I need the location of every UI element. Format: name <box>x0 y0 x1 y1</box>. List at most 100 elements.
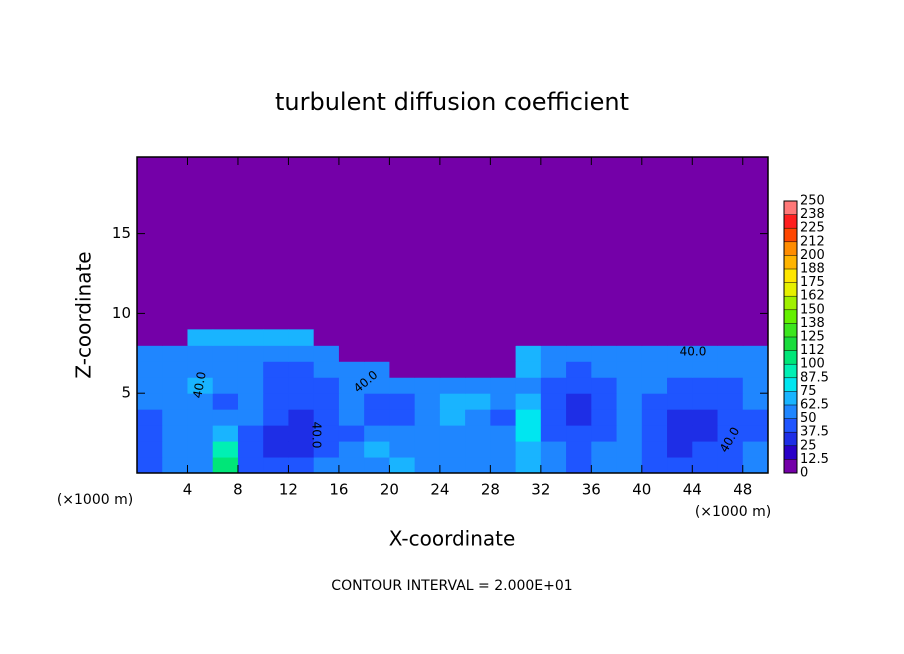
cell <box>439 361 466 378</box>
colorbar-label: 250 <box>800 194 825 209</box>
cell <box>515 425 542 442</box>
cell <box>591 425 618 442</box>
cell <box>591 457 618 474</box>
cell <box>212 361 239 378</box>
cell <box>263 409 289 426</box>
cell <box>389 345 416 362</box>
cell <box>288 345 315 362</box>
cell <box>616 361 643 378</box>
cell <box>439 345 466 362</box>
colorbar-label: 162 <box>800 289 825 304</box>
colorbar-label: 125 <box>800 330 825 345</box>
cell <box>162 361 188 378</box>
cell <box>641 345 668 362</box>
cell <box>364 329 390 346</box>
cell <box>137 409 163 426</box>
cell <box>490 345 517 362</box>
cell <box>389 457 416 474</box>
colorbar-label: 37.5 <box>800 425 829 440</box>
cell <box>263 377 289 394</box>
cell <box>742 329 769 346</box>
cell <box>616 457 643 474</box>
cell <box>616 425 643 442</box>
cell <box>465 425 491 442</box>
cell <box>515 345 542 362</box>
cell <box>490 393 517 410</box>
cell <box>439 329 466 346</box>
cell <box>162 425 188 442</box>
colorbar-band <box>784 364 797 378</box>
colorbar-band <box>784 282 797 297</box>
colorbar-label: 150 <box>800 302 825 317</box>
cell <box>313 457 340 474</box>
cell <box>667 393 693 410</box>
cell <box>288 361 315 378</box>
cell <box>364 409 390 426</box>
cell <box>237 409 264 426</box>
cell <box>389 409 416 426</box>
cell <box>187 329 214 346</box>
cell <box>667 425 693 442</box>
cell <box>263 441 289 458</box>
cell <box>338 361 365 378</box>
cell <box>439 425 466 442</box>
x-unit: (×1000 m) <box>695 504 771 520</box>
cell <box>717 329 744 346</box>
cell <box>338 345 365 362</box>
cell <box>313 329 340 346</box>
cell <box>187 457 214 474</box>
cell <box>742 345 769 362</box>
cell <box>742 393 769 410</box>
cell <box>414 457 441 474</box>
cell <box>162 329 188 346</box>
cell <box>389 361 416 378</box>
cell <box>490 361 517 378</box>
cell <box>465 409 491 426</box>
cell <box>313 425 340 442</box>
colorbar-band <box>784 391 797 405</box>
y-axis-label: Z-coordinate <box>72 251 96 378</box>
cell <box>540 361 567 378</box>
cell <box>641 393 668 410</box>
colorbar-label: 50 <box>800 411 817 426</box>
cell <box>162 441 188 458</box>
x-tick-label: 16 <box>329 481 348 499</box>
cell <box>414 361 441 378</box>
cell <box>515 457 542 474</box>
cell <box>313 377 340 394</box>
colorbar-band <box>784 255 797 269</box>
cell <box>263 345 289 362</box>
cell <box>591 361 618 378</box>
plot-frame <box>136 156 769 474</box>
cell <box>742 457 769 474</box>
cell <box>288 425 315 442</box>
cell <box>641 409 668 426</box>
cell <box>667 409 693 426</box>
cell <box>566 361 592 378</box>
cell <box>742 377 769 394</box>
cell <box>162 457 188 474</box>
cell <box>667 361 693 378</box>
cell <box>313 361 340 378</box>
colorbar-band <box>784 337 797 351</box>
colorbar-label: 87.5 <box>800 370 829 385</box>
x-tick-label: 48 <box>733 481 752 499</box>
cell <box>364 457 390 474</box>
cell <box>465 329 491 346</box>
cell <box>439 409 466 426</box>
cell <box>414 393 441 410</box>
cell <box>288 409 315 426</box>
cell <box>692 409 719 426</box>
cell <box>490 377 517 394</box>
cell <box>566 345 592 362</box>
cell <box>263 425 289 442</box>
cell <box>237 457 264 474</box>
footer: CONTOUR INTERVAL = 2.000E+01 <box>331 578 572 594</box>
cell <box>263 457 289 474</box>
cell <box>717 441 744 458</box>
cell <box>237 329 264 346</box>
cell <box>364 425 390 442</box>
cell <box>591 393 618 410</box>
x-tick-label: 44 <box>683 481 702 499</box>
colorbar-label: 75 <box>800 384 817 399</box>
